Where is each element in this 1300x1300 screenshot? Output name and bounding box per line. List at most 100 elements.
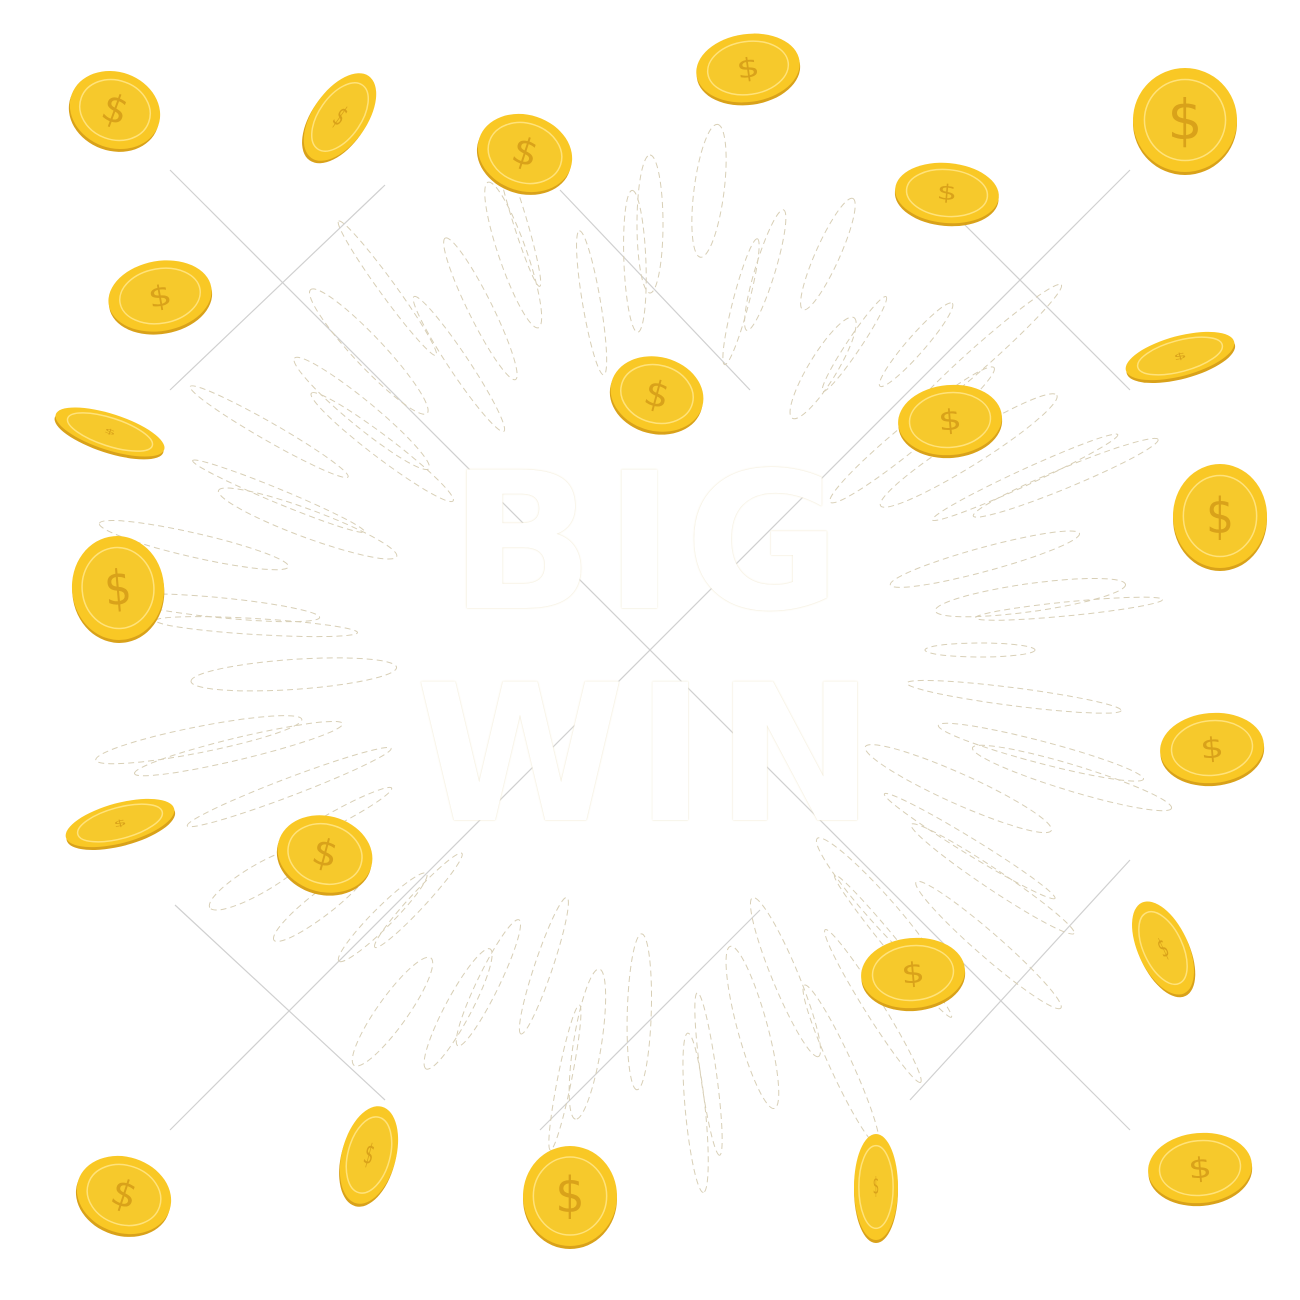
dollar-sign: $ [1206,488,1234,545]
gold-coin: $ [339,1106,399,1207]
coin-inner-rim [311,82,369,152]
coins-layer: $ $ $ $ $ $ $ $ $ $ $ $ $ $ $ $ $ $ $ $ $ $ $ [54,33,1267,1249]
burst-ray [518,896,569,1035]
gold-coin: $ [894,162,999,227]
burst-ray [910,823,1075,935]
gold-coin: $ [696,33,801,106]
coin-inner-rim [1136,336,1224,376]
burst-ray [623,189,647,333]
coin-inner-rim [487,121,563,185]
title-win: WIN [415,644,885,865]
burst-ray [310,392,454,503]
coin-inner-rim [1138,910,1188,986]
dollar-sign: $ [937,402,963,438]
burst-ray [972,437,1159,518]
burst-ray [744,209,787,331]
burst-ray [974,596,1164,621]
dollar-sign: $ [734,50,761,85]
gold-coin: $ [1160,712,1265,787]
gold-coin: $ [302,73,377,164]
coin-inner-rim [1158,1139,1242,1197]
burst-ray [636,154,664,294]
coin-inner-rim [871,944,955,1002]
gold-coin: $ [861,937,966,1012]
dollar-sign: $ [145,277,174,314]
burst-ray [934,577,1127,618]
burst-ray [192,459,366,533]
coin-inner-rim [66,412,154,452]
gold-coin: $ [1133,68,1237,175]
coin-inner-rim [1182,474,1258,558]
burst-ray [217,487,398,560]
burst-ray [374,852,463,949]
coin-inner-rim [76,803,164,843]
burst-ray [568,968,607,1120]
coin-inner-rim [620,363,694,425]
dollar-sign: $ [103,426,117,437]
coin-inner-rim [79,78,151,142]
burst-ray [883,792,1056,900]
burst-ray [937,722,1144,782]
burst-ray [694,992,723,1156]
gold-coin: $ [898,384,1003,459]
burst-ray [898,283,1063,430]
gold-coin: $ [476,113,573,195]
title-big: BIG [449,432,851,653]
gold-coin: $ [523,1146,617,1249]
burst-ray [802,984,880,1146]
dollar-sign: $ [102,559,134,617]
burst-ray [878,302,954,388]
dollar-sign: $ [900,955,926,991]
coin-inner-rim [532,1156,608,1236]
burst-ray [576,230,608,376]
burst-ray [789,316,857,420]
burst-ray [293,356,430,471]
dollar-sign: $ [1172,349,1188,362]
gold-coin: $ [65,798,176,851]
burst-ray [186,746,392,828]
gold-coin: $ [68,70,161,152]
coin-inner-rim [1143,78,1227,162]
dollar-sign: $ [873,1174,879,1200]
burst-ray [412,295,506,433]
burst-ray [864,744,1053,834]
burst-ray [821,295,888,393]
gold-coin: $ [1132,901,1196,998]
burst-ray [484,181,543,329]
burst-ray [915,880,1062,1010]
burst-ray [134,720,344,777]
gold-coin: $ [1173,464,1267,571]
burst-ray [800,197,856,311]
coin-inner-rim [287,823,363,885]
coin-inner-rim [86,1163,162,1227]
burst-ray [889,530,1081,588]
guide-lines [169,169,1131,1131]
gold-coin: $ [108,260,213,335]
burst-ray [931,433,1119,522]
burst-ray [308,288,429,415]
dollar-sign: $ [1199,730,1225,766]
coin-inner-rim [706,40,790,96]
dollar-sign: $ [112,816,128,829]
coin-inner-rim [119,267,201,325]
burst-ray [722,238,760,366]
gold-coin: $ [54,407,165,460]
burst-ray [906,679,1122,714]
coin-inner-rim [905,168,989,218]
coin-inner-rim [1170,719,1254,777]
burst-ray [351,956,434,1067]
dollar-sign: $ [555,1168,584,1225]
gold-coin: $ [609,356,704,435]
dollar-sign: $ [1187,1150,1213,1186]
burst-ray [548,1004,582,1151]
coin-inner-rim [81,546,155,630]
coin-inner-rim [858,1144,894,1230]
burst-ray [682,1032,709,1193]
burst-ray [443,237,518,381]
burst-ray [423,948,493,1070]
burst-ray [626,933,653,1091]
burst-ray [98,519,289,571]
burst-ray [190,657,398,692]
burst-ray [455,919,522,1047]
burst-ray [95,715,303,765]
